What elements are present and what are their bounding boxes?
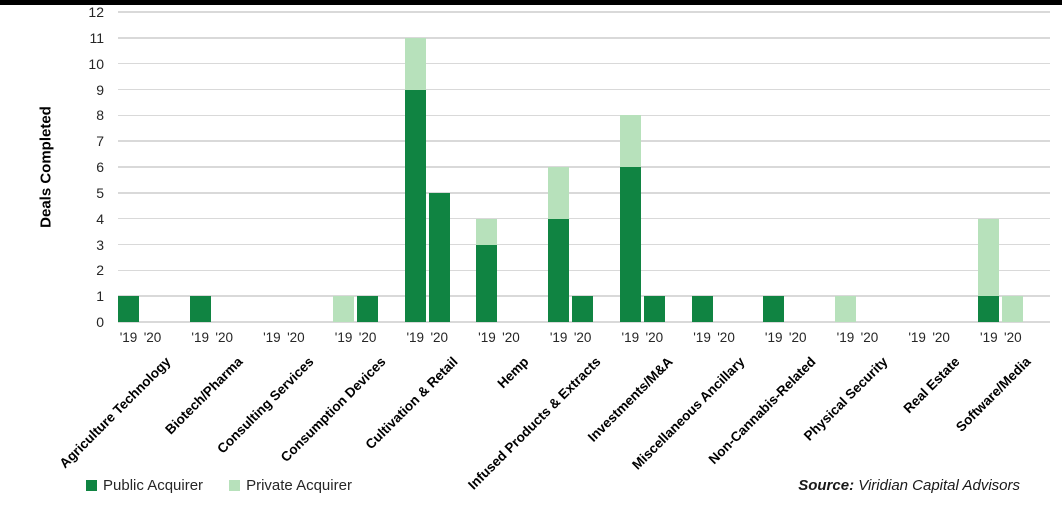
bar-segment bbox=[619, 115, 641, 167]
x-tick-label: '20 bbox=[430, 330, 449, 345]
gridline bbox=[118, 295, 1050, 297]
source-prefix: Source: bbox=[798, 477, 855, 494]
legend: Public Acquirer Private Acquirer bbox=[86, 477, 352, 494]
bar-segment bbox=[357, 296, 379, 322]
y-tick-label: 10 bbox=[88, 55, 104, 72]
gridline bbox=[118, 62, 1050, 65]
bar-segment bbox=[189, 296, 211, 322]
bar-segment bbox=[572, 296, 594, 322]
x-tick-label: '19 bbox=[764, 330, 783, 345]
y-tick-label: 11 bbox=[89, 29, 104, 46]
x-tick-label: '19 bbox=[478, 330, 496, 345]
x-tick-label: '20 bbox=[143, 330, 162, 345]
x-tick-label: '20 bbox=[502, 330, 520, 345]
bar-segment bbox=[978, 218, 1000, 297]
gridline bbox=[118, 243, 1050, 246]
gridline bbox=[118, 114, 1050, 117]
x-tick-label: '19 bbox=[334, 330, 353, 345]
y-tick-label: 7 bbox=[96, 133, 104, 150]
plot-area bbox=[118, 11, 1050, 323]
gridline bbox=[118, 321, 1050, 323]
gridline bbox=[118, 192, 1050, 194]
x-tick-label: '19 bbox=[836, 330, 855, 345]
x-tick-label: '19 bbox=[263, 330, 281, 345]
gridline bbox=[118, 217, 1050, 220]
x-tick-label: '19 bbox=[406, 330, 425, 345]
gridline bbox=[118, 37, 1050, 39]
y-tick-label: 0 bbox=[96, 314, 104, 330]
x-tick-label: '19 bbox=[693, 330, 711, 345]
x-tick-label: '19 bbox=[549, 330, 568, 345]
x-tick-label: '20 bbox=[215, 330, 233, 345]
bar-segment bbox=[428, 192, 450, 322]
bar-segment bbox=[691, 296, 713, 322]
bar-segment bbox=[1002, 296, 1024, 322]
y-tick-label: 6 bbox=[96, 159, 104, 175]
x-tick-label: '20 bbox=[717, 330, 735, 345]
y-tick-label: 9 bbox=[96, 81, 104, 98]
x-tick-label: '20 bbox=[645, 330, 664, 345]
bar-segment bbox=[118, 296, 139, 322]
gridline bbox=[118, 166, 1050, 168]
gridline bbox=[118, 140, 1050, 142]
x-tick-label: '20 bbox=[358, 330, 377, 345]
x-tick-label: '20 bbox=[573, 330, 592, 345]
bar-segment bbox=[404, 89, 426, 322]
legend-label-public: Public Acquirer bbox=[103, 477, 204, 494]
bar-segment bbox=[476, 244, 498, 322]
y-tick-label: 2 bbox=[96, 262, 104, 279]
bar-segment bbox=[548, 167, 570, 219]
bar-segment bbox=[333, 296, 355, 322]
x-tick-label: '19 bbox=[980, 330, 998, 345]
x-tick-label: '19 bbox=[908, 330, 926, 345]
source-text: Viridian Capital Advisors bbox=[854, 477, 1020, 494]
y-tick-label: 4 bbox=[96, 210, 104, 227]
legend-item-public: Public Acquirer bbox=[86, 477, 203, 494]
y-tick-label: 12 bbox=[88, 4, 104, 20]
public-acquirer-swatch-icon bbox=[86, 480, 97, 491]
source-attribution: Source: Viridian Capital Advisors bbox=[798, 477, 1020, 494]
private-acquirer-swatch-icon bbox=[229, 480, 241, 491]
bar-segment bbox=[643, 296, 665, 322]
x-tick-label: '20 bbox=[788, 330, 807, 345]
bar-segment bbox=[476, 218, 498, 245]
bar-segment bbox=[763, 296, 785, 322]
legend-label-private: Private Acquirer bbox=[246, 477, 352, 494]
y-tick-label: 8 bbox=[96, 107, 104, 124]
gridline bbox=[118, 11, 1050, 13]
x-tick-label: '19 bbox=[119, 330, 138, 345]
x-tick-label: '20 bbox=[287, 330, 305, 345]
bar-segment bbox=[404, 37, 426, 90]
bar-segment bbox=[834, 296, 856, 322]
bar-segment bbox=[978, 296, 1000, 322]
legend-item-private: Private Acquirer bbox=[229, 477, 352, 494]
x-tick-label: '19 bbox=[621, 330, 640, 345]
y-tick-label: 5 bbox=[96, 184, 104, 201]
x-tick-label: '20 bbox=[932, 330, 950, 345]
x-tick-label: '20 bbox=[860, 330, 879, 345]
x-tick-label: '20 bbox=[1004, 330, 1022, 345]
y-tick-label: 3 bbox=[96, 236, 104, 253]
bar-segment bbox=[619, 167, 641, 322]
top-border-bar bbox=[0, 0, 1062, 5]
gridline bbox=[118, 269, 1050, 272]
bar-segment bbox=[548, 218, 570, 322]
gridline bbox=[118, 88, 1050, 91]
x-tick-label: '19 bbox=[191, 330, 209, 345]
y-tick-label: 1 bbox=[96, 288, 104, 305]
